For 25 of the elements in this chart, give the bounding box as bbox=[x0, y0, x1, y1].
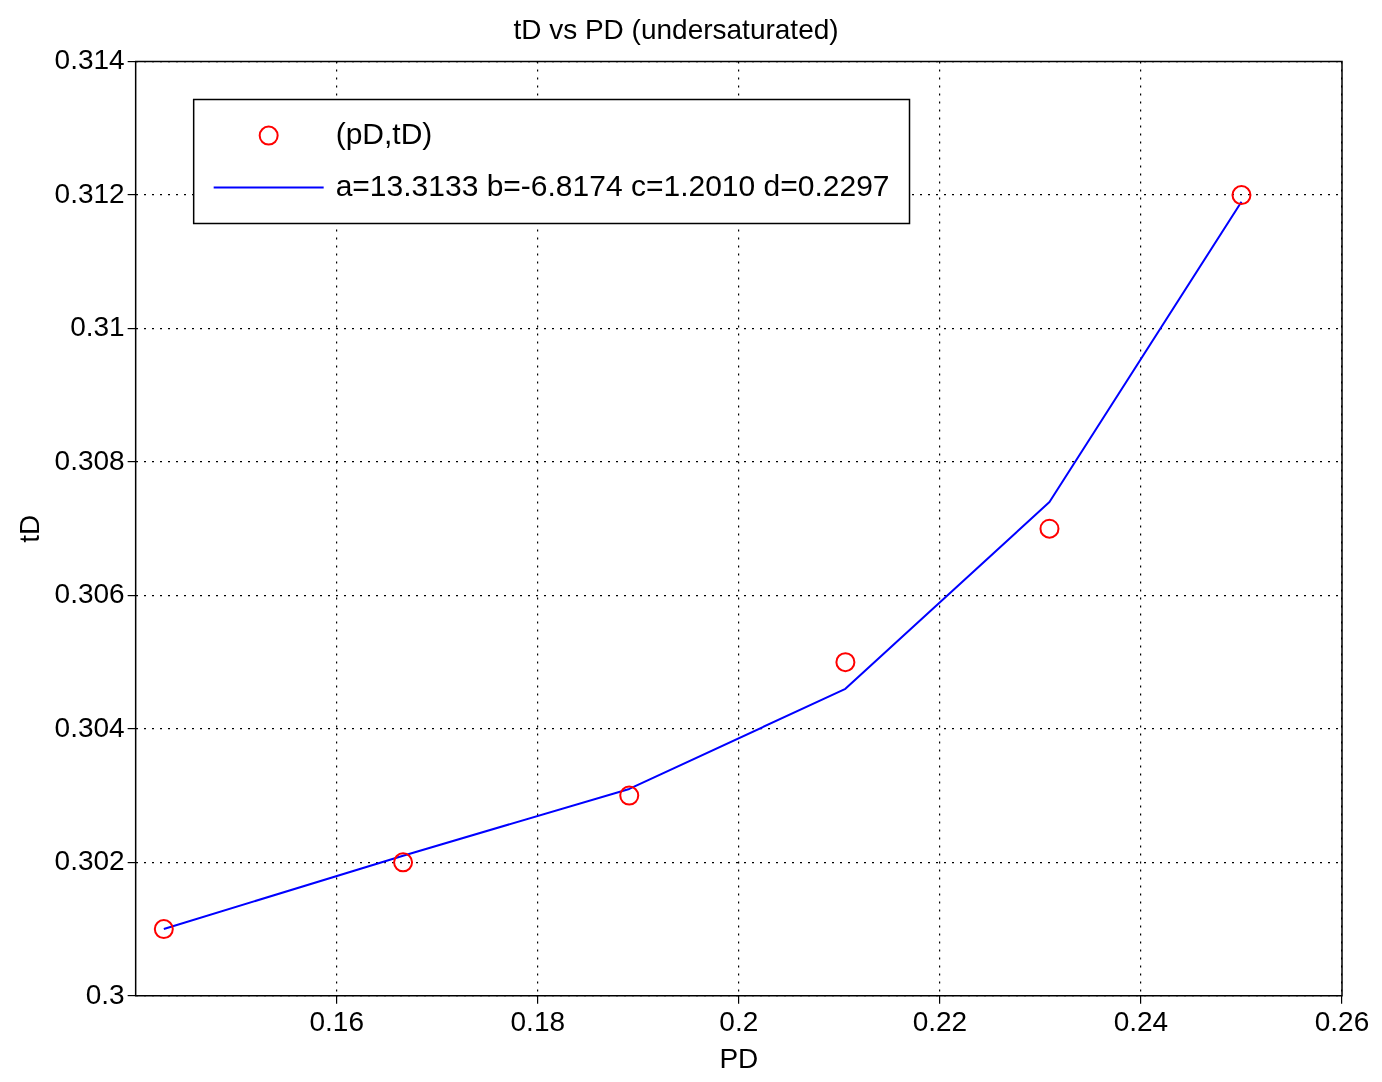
point bbox=[153, 919, 174, 940]
y-tick-label: 0.312 bbox=[54, 177, 125, 209]
point bbox=[393, 852, 414, 873]
chart-title: tD vs PD (undersaturated) bbox=[513, 13, 839, 45]
x-tick-label: 0.16 bbox=[309, 1006, 364, 1038]
y-tick-label: 0.3 bbox=[85, 978, 125, 1010]
y-tick-label: 0.308 bbox=[54, 444, 125, 476]
y-tick-label: 0.31 bbox=[70, 311, 125, 343]
legend-label: a=13.3133 b=-6.8174 c=1.2010 d=0.2297 bbox=[335, 168, 890, 202]
point bbox=[1231, 185, 1252, 206]
point bbox=[835, 652, 856, 673]
y-tick-label: 0.314 bbox=[54, 44, 125, 76]
y-tick-label: 0.302 bbox=[54, 845, 125, 877]
point bbox=[1039, 518, 1060, 539]
x-tick-label: 0.18 bbox=[510, 1006, 566, 1038]
x-axis-title: PD bbox=[719, 1042, 759, 1074]
y-axis-title: tD bbox=[13, 514, 45, 543]
x-tick-label: 0.2 bbox=[719, 1006, 759, 1038]
point bbox=[619, 785, 640, 806]
x-tick-label: 0.26 bbox=[1314, 1006, 1370, 1038]
x-tick-label: 0.22 bbox=[912, 1006, 968, 1038]
x-tick-label: 0.24 bbox=[1113, 1006, 1169, 1038]
legend-label: (pD,tD) bbox=[335, 116, 433, 150]
y-tick-label: 0.304 bbox=[54, 711, 125, 743]
y-tick-label: 0.306 bbox=[54, 578, 125, 610]
